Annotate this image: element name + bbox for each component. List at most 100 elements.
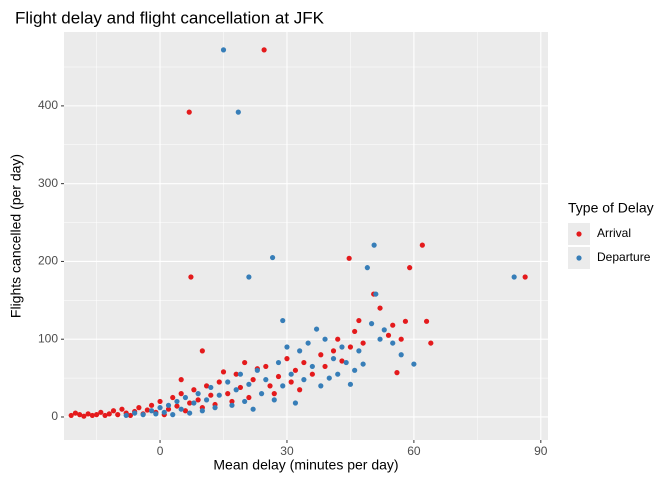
point xyxy=(284,356,290,362)
point xyxy=(246,394,252,401)
point xyxy=(292,400,299,406)
point xyxy=(368,321,375,327)
point xyxy=(258,391,265,397)
point xyxy=(187,410,193,416)
point xyxy=(68,412,74,419)
point xyxy=(288,379,294,385)
point xyxy=(199,408,205,414)
point xyxy=(157,398,163,405)
point xyxy=(280,317,286,324)
point xyxy=(174,403,180,409)
point xyxy=(216,392,222,398)
point xyxy=(313,326,320,332)
point xyxy=(356,348,362,354)
point xyxy=(178,406,184,412)
point xyxy=(81,413,87,419)
panel xyxy=(64,32,548,440)
point xyxy=(188,274,194,280)
point xyxy=(263,363,269,370)
point xyxy=(347,344,354,350)
point xyxy=(250,377,256,383)
point xyxy=(203,397,210,403)
point xyxy=(339,358,345,364)
point xyxy=(85,411,91,417)
point xyxy=(263,377,269,383)
point xyxy=(106,411,112,417)
point xyxy=(127,412,134,419)
point xyxy=(187,400,193,406)
point xyxy=(318,383,324,389)
point xyxy=(246,274,252,280)
point xyxy=(242,398,248,405)
point xyxy=(242,359,248,366)
point xyxy=(373,291,379,297)
point xyxy=(191,387,197,393)
point xyxy=(347,381,354,387)
y-axis-label: Flights cancelled (per day) xyxy=(8,154,24,318)
point xyxy=(390,340,396,346)
y-tick-label: 300 xyxy=(38,176,58,190)
x-tick-label: 0 xyxy=(157,444,164,458)
point xyxy=(233,387,239,393)
point xyxy=(115,412,121,418)
point xyxy=(225,379,231,385)
point xyxy=(165,402,172,408)
point xyxy=(275,359,282,366)
point xyxy=(419,242,425,248)
legend-label: Departure xyxy=(597,250,651,264)
point xyxy=(390,322,396,328)
point xyxy=(292,367,299,373)
point xyxy=(339,344,345,350)
legend-marker xyxy=(576,231,582,237)
legend-marker xyxy=(576,255,582,261)
point xyxy=(153,411,159,417)
point xyxy=(182,408,189,414)
point xyxy=(301,359,307,366)
x-tick-label: 90 xyxy=(534,444,548,458)
point xyxy=(360,361,366,367)
point xyxy=(123,412,129,419)
point xyxy=(322,336,328,342)
point xyxy=(174,398,180,405)
point xyxy=(428,340,434,346)
point xyxy=(326,375,332,381)
point xyxy=(288,371,294,377)
x-tick-label: 60 xyxy=(407,444,421,458)
point xyxy=(157,405,163,411)
point xyxy=(208,392,214,398)
point xyxy=(148,408,155,414)
point xyxy=(93,412,100,418)
point xyxy=(102,412,108,419)
point xyxy=(371,242,377,248)
point xyxy=(330,348,337,354)
point xyxy=(170,412,176,418)
point xyxy=(165,406,172,412)
y-tick-label: 200 xyxy=(38,254,58,268)
point xyxy=(309,371,315,377)
point xyxy=(364,265,370,271)
point xyxy=(195,391,201,397)
point xyxy=(144,407,150,413)
chart-title: Flight delay and flight cancellation at … xyxy=(15,8,325,27)
point xyxy=(178,391,184,397)
point xyxy=(77,412,83,418)
point xyxy=(229,398,235,405)
point xyxy=(136,405,142,411)
point xyxy=(271,397,277,403)
point xyxy=(522,274,528,280)
legend-title: Type of Delay xyxy=(568,200,654,216)
point xyxy=(237,384,244,391)
point xyxy=(269,254,276,261)
point xyxy=(191,400,197,406)
point xyxy=(284,344,290,350)
point xyxy=(305,340,311,346)
y-tick-label: 100 xyxy=(38,331,58,345)
y-tick-label: 0 xyxy=(51,409,58,423)
point xyxy=(360,340,366,346)
point xyxy=(246,381,252,387)
point xyxy=(225,391,231,397)
point xyxy=(250,406,256,412)
point xyxy=(309,363,315,370)
point xyxy=(402,318,409,324)
